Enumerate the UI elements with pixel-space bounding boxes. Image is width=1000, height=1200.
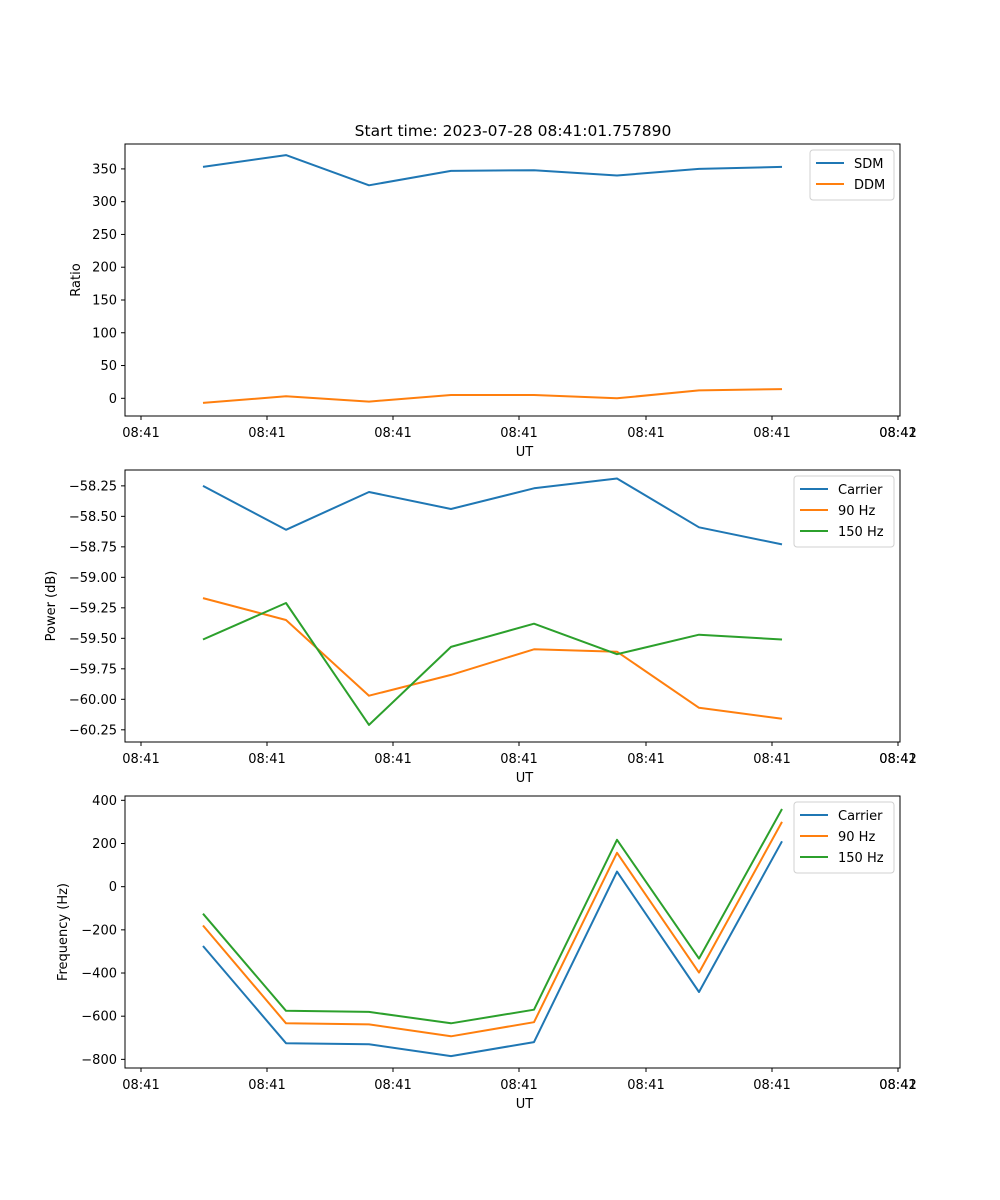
x-tick-label: 08:41 bbox=[627, 752, 664, 767]
y-tick-label: −58.75 bbox=[69, 540, 117, 555]
x-tick-label: 08:41 bbox=[374, 1078, 411, 1093]
y-tick-label: 0 bbox=[109, 392, 117, 407]
y-tick-label: −59.25 bbox=[69, 601, 117, 616]
x-tick-label: 08:41 bbox=[879, 752, 916, 767]
y-tick-label: −200 bbox=[81, 923, 117, 938]
legend-label: 150 Hz bbox=[838, 851, 884, 866]
axes-frame bbox=[124, 143, 901, 417]
x-tick-label: 08:41 bbox=[753, 752, 790, 767]
y-tick-label: 350 bbox=[92, 162, 117, 177]
series-line-150-hz bbox=[202, 808, 783, 1025]
y-tick-label: −59.50 bbox=[69, 632, 117, 647]
x-tick-label: 08:41 bbox=[500, 752, 537, 767]
axes-frame bbox=[124, 795, 901, 1069]
x-tick-label: 08:42 bbox=[879, 426, 916, 441]
legend-label: 90 Hz bbox=[838, 504, 875, 519]
x-tick-label: 08:42 bbox=[879, 752, 916, 767]
x-axis-label: UT bbox=[516, 445, 534, 460]
y-axis-label: Power (dB) bbox=[44, 571, 59, 642]
x-tick-label: 08:41 bbox=[122, 1078, 159, 1093]
x-tick-label: 08:42 bbox=[879, 1078, 916, 1093]
y-tick-label: 200 bbox=[92, 261, 117, 276]
legend bbox=[793, 801, 895, 874]
x-tick-label: 08:41 bbox=[500, 426, 537, 441]
legend-label: Carrier bbox=[838, 483, 883, 498]
y-tick-label: 100 bbox=[92, 326, 117, 341]
x-tick-label: 08:41 bbox=[627, 426, 664, 441]
x-tick-label: 08:41 bbox=[879, 1078, 916, 1093]
x-tick-label: 08:41 bbox=[122, 426, 159, 441]
y-tick-label: 50 bbox=[100, 359, 117, 374]
legend-label: Carrier bbox=[838, 809, 883, 824]
x-tick-label: 08:41 bbox=[374, 752, 411, 767]
y-axis-label: Ratio bbox=[69, 263, 84, 296]
x-tick-label: 08:41 bbox=[374, 426, 411, 441]
y-tick-label: −58.25 bbox=[69, 479, 117, 494]
y-tick-label: −600 bbox=[81, 1010, 117, 1025]
series-line-90-hz bbox=[202, 597, 783, 720]
x-tick-label: 08:41 bbox=[753, 1078, 790, 1093]
y-tick-label: −60.00 bbox=[69, 693, 117, 708]
x-tick-label: 08:41 bbox=[500, 1078, 537, 1093]
chart-panel-1: 08:41 08:41 08:41 08:41 08:41 08:41 08:4108:42… bbox=[69, 143, 917, 460]
series-line-sdm bbox=[202, 154, 783, 187]
y-tick-label: 400 bbox=[92, 794, 117, 809]
legend bbox=[793, 475, 895, 548]
x-tick-label: 08:41 bbox=[879, 426, 916, 441]
y-tick-label: −800 bbox=[81, 1053, 117, 1068]
x-tick-label: 08:41 bbox=[122, 752, 159, 767]
y-tick-label: −400 bbox=[81, 967, 117, 982]
legend-label: SDM bbox=[854, 157, 883, 172]
y-tick-label: 250 bbox=[92, 228, 117, 243]
y-tick-label: −59.00 bbox=[69, 571, 117, 586]
series-line-carrier bbox=[202, 477, 783, 546]
series-line-150-hz bbox=[202, 602, 783, 726]
x-tick-label: 08:41 bbox=[753, 426, 790, 441]
chart-panel-2: 08:41 08:41 08:41 08:41 08:41 08:41 08:4108:42… bbox=[44, 469, 917, 786]
y-tick-label: 300 bbox=[92, 195, 117, 210]
y-axis-label: Frequency (Hz) bbox=[56, 883, 71, 981]
x-tick-label: 08:41 bbox=[627, 1078, 664, 1093]
series-line-carrier bbox=[202, 840, 783, 1058]
axes-frame bbox=[124, 469, 901, 743]
x-axis-label: UT bbox=[516, 771, 534, 786]
y-tick-label: −60.25 bbox=[69, 723, 117, 738]
y-tick-label: 150 bbox=[92, 293, 117, 308]
series-line-ddm bbox=[202, 388, 783, 404]
y-tick-label: −58.50 bbox=[69, 510, 117, 525]
legend-label: 90 Hz bbox=[838, 830, 875, 845]
y-tick-label: 0 bbox=[109, 880, 117, 895]
x-axis-label: UT bbox=[516, 1097, 534, 1112]
series-line-90-hz bbox=[202, 821, 783, 1038]
legend-label: 150 Hz bbox=[838, 525, 884, 540]
x-tick-label: 08:41 bbox=[248, 752, 285, 767]
y-tick-label: 200 bbox=[92, 837, 117, 852]
legend-label: DDM bbox=[854, 178, 885, 193]
chart-panel-3: 08:41 08:41 08:41 08:41 08:41 08:41 08:4108:42… bbox=[56, 794, 917, 1112]
x-tick-label: 08:41 bbox=[248, 426, 285, 441]
x-tick-label: 08:41 bbox=[248, 1078, 285, 1093]
figure-title: Start time: 2023-07-28 08:41:01.757890 bbox=[355, 122, 672, 140]
y-tick-label: −59.75 bbox=[69, 662, 117, 677]
